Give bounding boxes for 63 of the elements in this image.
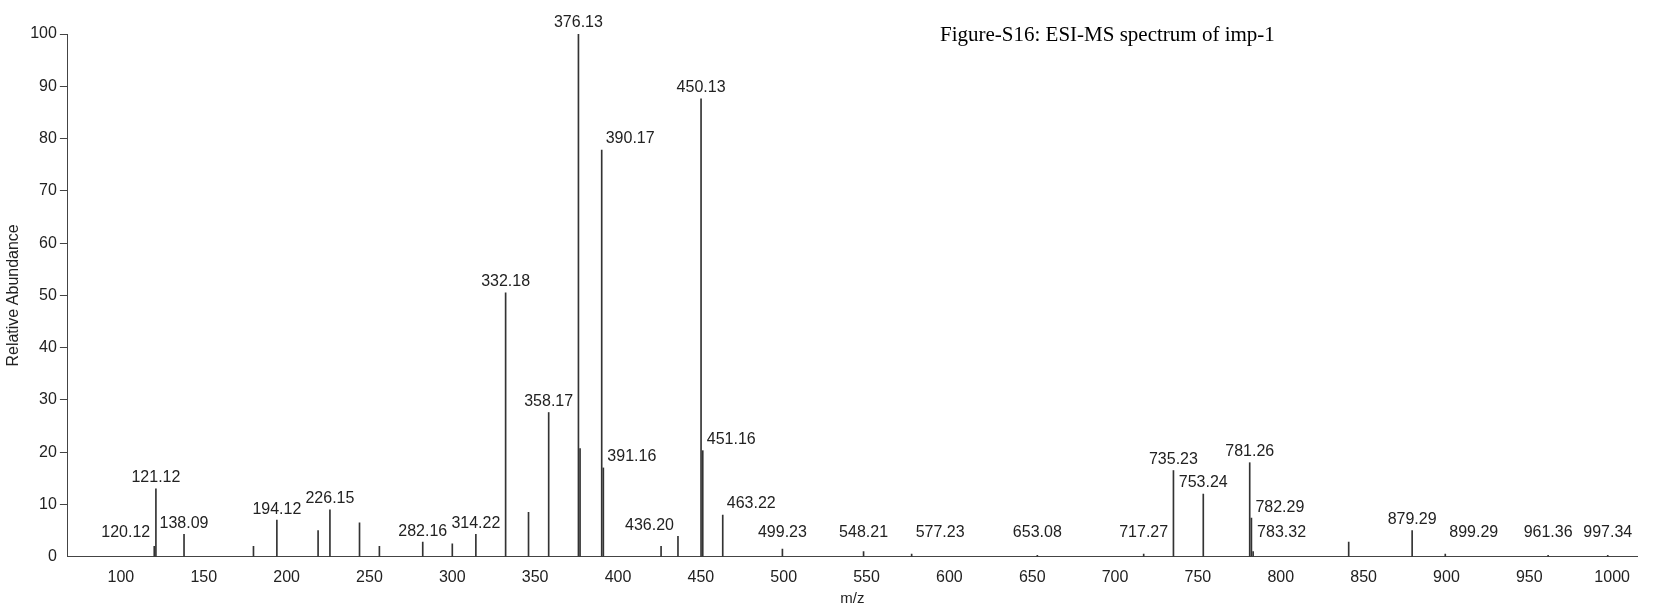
x-tick-label: 750 [1184,567,1212,585]
annotation: 899.29 [1449,523,1499,541]
annotation: 783.32 [1257,523,1307,541]
annotation: 314.22 [451,513,501,531]
x-tick-label: 1000 [1594,567,1631,585]
x-tick-label: 400 [604,567,632,585]
annotation: 463.22 [726,494,776,512]
annotation: 226.15 [305,489,355,507]
annotation: 451.16 [706,430,756,448]
y-tick-label: 20 [39,442,57,460]
x-tick-label: 900 [1433,567,1460,585]
annotation: 717.27 [1119,523,1169,541]
annotation: 121.12 [131,468,181,486]
annotation: 376.13 [553,13,604,31]
x-tick-label: 350 [521,567,549,585]
annotation: 450.13 [676,78,726,96]
y-tick-label: 70 [39,181,57,199]
annotation: 138.09 [159,513,209,531]
y-tick-label: 90 [39,76,57,94]
y-tick-label: 0 [47,547,57,565]
x-tick-label: 850 [1350,567,1378,585]
y-tick-label: 60 [39,233,57,251]
annotation: 653.08 [1012,523,1062,541]
x-tick-label: 800 [1267,567,1295,585]
y-tick-label: 10 [39,494,57,512]
annotation: 961.36 [1523,523,1573,541]
annotation: 358.17 [524,391,574,409]
annotation: 120.12 [101,523,151,541]
y-tick-label: 30 [39,390,57,408]
annotation: 436.20 [625,515,675,533]
x-tick-label: 500 [770,567,798,585]
y-tick-label: 80 [39,128,57,146]
x-tick-label: 950 [1515,567,1543,585]
annotation: 782.29 [1255,497,1305,515]
y-tick-label: 100 [30,24,57,42]
annotation: 753.24 [1178,473,1228,491]
x-tick-label: 300 [438,567,466,585]
annotation: 781.26 [1225,442,1275,460]
annotation: 548.21 [839,523,889,541]
y-tick-label: 40 [39,338,57,356]
x-tick-label: 650 [1018,567,1046,585]
annotation: 499.23 [757,523,807,541]
x-tick-label: 450 [687,567,715,585]
annotation: 282.16 [398,521,448,539]
annotation: 332.18 [481,272,531,290]
annotation: 391.16 [607,447,657,465]
x-tick-label: 600 [936,567,963,585]
x-tick-label: 200 [273,567,301,585]
y-tick-label: 50 [39,285,57,303]
annotation: 879.29 [1387,510,1437,528]
x-tick-label: 550 [853,567,880,585]
annotation: 735.23 [1148,449,1199,467]
annotation: 390.17 [605,129,655,147]
y-axis-title: Relative Abundance [4,224,22,367]
x-axis-title: m/z [840,589,865,607]
annotation: 997.34 [1583,523,1633,541]
chart-title: Figure-S16: ESI-MS spectrum of imp-1 [940,22,1275,47]
x-tick-label: 150 [190,567,218,585]
x-tick-label: 250 [356,567,383,585]
x-tick-label: 100 [107,567,135,585]
annotation: 194.12 [252,499,302,517]
annotation: 577.23 [915,523,965,541]
x-tick-label: 700 [1101,567,1129,585]
